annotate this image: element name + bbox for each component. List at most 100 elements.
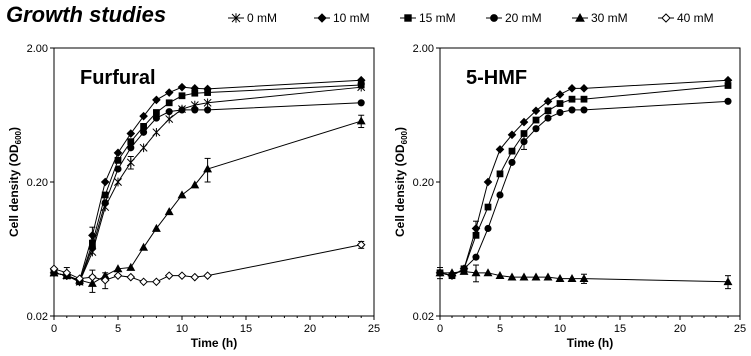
data-point bbox=[114, 177, 122, 187]
x-tick-label: 20 bbox=[674, 323, 686, 335]
series-30-mm bbox=[49, 116, 366, 287]
data-point bbox=[356, 240, 366, 250]
x-tick-label: 10 bbox=[176, 323, 188, 335]
x-tick-label: 20 bbox=[304, 323, 316, 335]
data-point bbox=[532, 125, 540, 133]
data-point bbox=[152, 95, 161, 105]
legend-item: 15 mM bbox=[400, 11, 456, 25]
data-point bbox=[519, 272, 529, 281]
data-point bbox=[191, 106, 199, 114]
data-point bbox=[556, 108, 564, 117]
data-point bbox=[127, 144, 135, 152]
data-point bbox=[556, 100, 564, 107]
data-point bbox=[483, 177, 493, 187]
data-point bbox=[113, 148, 123, 158]
data-point bbox=[459, 266, 469, 275]
legend-marker bbox=[231, 13, 241, 23]
data-point bbox=[190, 180, 200, 189]
data-point bbox=[203, 98, 212, 108]
data-point bbox=[356, 116, 366, 125]
x-tick-label: 15 bbox=[240, 323, 252, 335]
data-point bbox=[152, 277, 161, 287]
data-point bbox=[151, 223, 161, 232]
data-point bbox=[88, 243, 96, 251]
data-point bbox=[165, 108, 173, 116]
data-point bbox=[580, 106, 588, 114]
series-line bbox=[439, 100, 729, 277]
data-point bbox=[114, 156, 122, 164]
y-tick-label: 2.00 bbox=[27, 43, 48, 55]
data-point bbox=[496, 170, 504, 178]
data-point bbox=[555, 90, 565, 99]
data-point bbox=[435, 268, 445, 277]
data-point bbox=[140, 128, 148, 136]
data-point bbox=[203, 164, 213, 173]
data-point bbox=[139, 143, 148, 153]
legend-marker bbox=[404, 14, 412, 22]
data-point bbox=[87, 278, 97, 287]
data-point bbox=[101, 199, 109, 207]
data-point bbox=[165, 114, 174, 124]
data-point bbox=[127, 138, 135, 146]
data-point bbox=[568, 95, 576, 103]
series-30-mm bbox=[435, 266, 733, 286]
legend-label: 10 mM bbox=[333, 11, 370, 25]
legend-label: 15 mM bbox=[419, 11, 456, 25]
data-point bbox=[75, 274, 84, 283]
data-point bbox=[113, 271, 123, 280]
data-point bbox=[126, 158, 135, 167]
legend-label: 30 mM bbox=[591, 11, 628, 25]
data-point bbox=[88, 272, 97, 282]
series-40-mm bbox=[49, 240, 366, 287]
legend-label: 20 mM bbox=[505, 11, 542, 25]
data-point bbox=[100, 275, 110, 285]
data-point bbox=[531, 272, 541, 281]
legend-item: 10 mM bbox=[314, 11, 370, 25]
data-point bbox=[164, 271, 174, 280]
x-tick-label: 0 bbox=[51, 323, 57, 335]
legend-marker bbox=[661, 13, 671, 23]
data-point bbox=[544, 107, 552, 115]
y-tick-label: 0.02 bbox=[413, 311, 434, 323]
data-point bbox=[519, 117, 529, 127]
data-point bbox=[520, 130, 528, 137]
y-axis-label: Cell density (OD600) bbox=[393, 127, 409, 237]
data-point bbox=[62, 268, 72, 278]
chart-5hmf: 0 5 10 15 20 25 0.02 0.20 2.00 Time (h) Cell densi… bbox=[393, 43, 746, 350]
series-line bbox=[53, 84, 362, 283]
data-point bbox=[49, 264, 59, 274]
data-point bbox=[152, 127, 161, 137]
data-point bbox=[508, 147, 516, 155]
data-point bbox=[447, 268, 457, 277]
data-point bbox=[152, 114, 160, 122]
data-point bbox=[471, 268, 481, 277]
data-point bbox=[165, 99, 173, 107]
series-line bbox=[439, 85, 729, 277]
data-point bbox=[357, 99, 365, 107]
data-point bbox=[495, 145, 505, 154]
x-tick-label: 25 bbox=[734, 323, 746, 335]
data-point bbox=[543, 97, 553, 106]
figure-title: Growth studies bbox=[6, 2, 167, 27]
data-point bbox=[177, 82, 187, 92]
legend-label: 40 mM bbox=[677, 11, 714, 25]
series-line bbox=[53, 86, 362, 283]
data-point bbox=[164, 207, 174, 216]
y-tick-label: 0.02 bbox=[27, 311, 48, 323]
y-axis-label: Cell density (OD600) bbox=[7, 127, 23, 237]
x-tick-label: 0 bbox=[437, 323, 443, 335]
data-point bbox=[483, 268, 493, 277]
data-point bbox=[484, 224, 492, 233]
data-point bbox=[177, 271, 187, 280]
data-point bbox=[579, 274, 589, 283]
x-tick-label: 10 bbox=[554, 323, 566, 335]
data-point bbox=[204, 106, 212, 114]
x-axis-label: Time (h) bbox=[191, 336, 237, 350]
legend-label: 0 mM bbox=[247, 11, 277, 25]
data-point bbox=[178, 106, 186, 114]
chart-furfural: 0 5 10 15 20 25 0.02 0.20 2.00 Time (h) Cell densi… bbox=[7, 43, 380, 350]
x-tick-label: 15 bbox=[614, 323, 626, 335]
data-point bbox=[177, 190, 187, 199]
data-point bbox=[567, 84, 577, 93]
legend-item: 30 mM bbox=[572, 11, 628, 25]
